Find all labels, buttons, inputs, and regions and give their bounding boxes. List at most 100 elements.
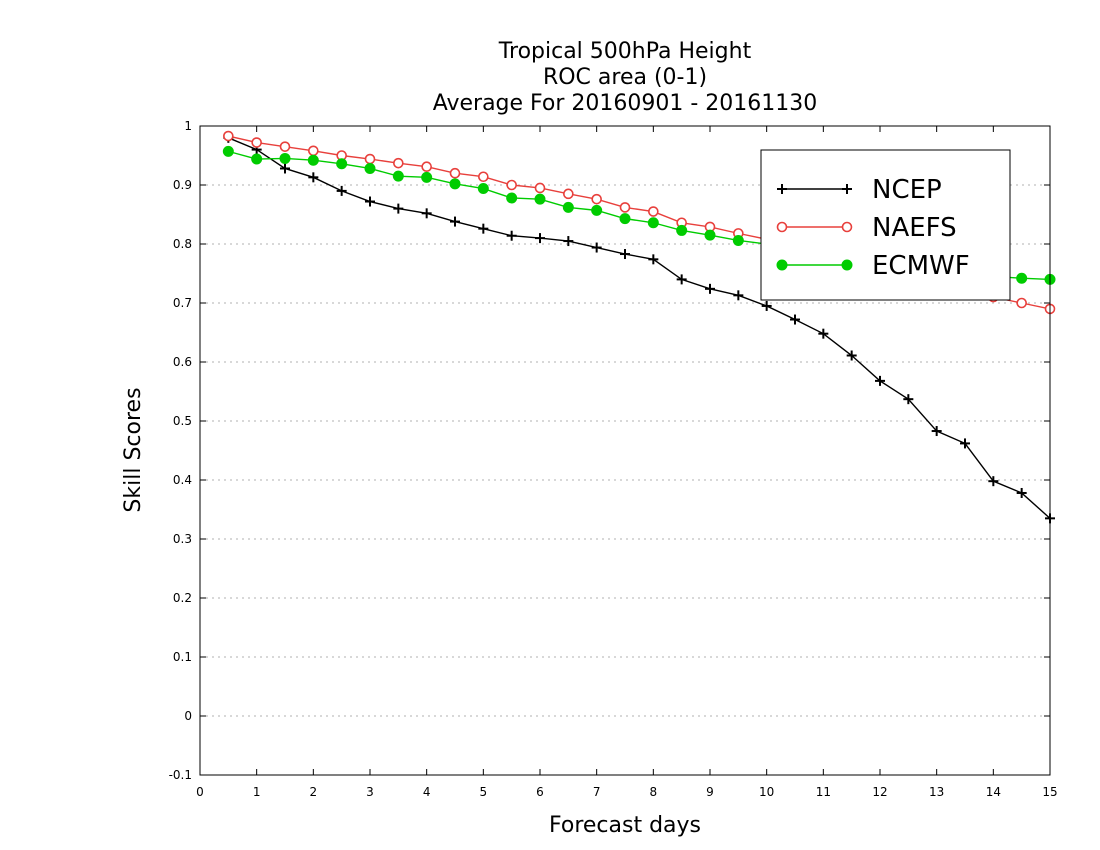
series-ncep-point [393,203,404,214]
x-tick-label: 5 [480,785,488,799]
series-ncep-point [846,350,857,361]
series-ncep-point [280,163,290,174]
series-ncep-point [988,476,999,487]
series-ncep-point [875,375,885,386]
series-naefs-point [364,153,376,165]
x-tick-label: 4 [423,785,431,799]
x-tick-label: 3 [366,785,374,799]
series-ecmwf-point [392,170,404,182]
series-ncep-point [365,196,375,207]
axis-ticks: -0.100.10.20.30.40.50.60.70.80.910 1 2 3 4 5 6… [169,119,1058,799]
series-ncep-point [591,242,602,253]
series-ncep-line [228,137,1051,519]
series-ncep-point [506,230,517,241]
series-ecmwf-point [562,201,574,213]
x-axis-label: Forecast days [549,813,701,838]
series-naefs-point [308,145,319,157]
series-ncep-point [676,274,687,285]
series-ncep-point [535,233,545,244]
x-tick-label: 10 [759,785,774,799]
series-ecmwf-point [449,178,461,190]
legend-ecmwf-marker-right [841,259,853,271]
series-ecmwf-point [336,158,348,170]
series-naefs-point [506,179,517,191]
y-tick-label: 0 [184,709,192,723]
y-tick-label: 0.8 [173,237,192,251]
series-naefs-point [591,193,602,205]
y-tick-label: 0.1 [173,650,192,664]
series-ncep-point [818,328,829,339]
plot-frame [199,125,1051,776]
series-ncep-point [1016,487,1027,498]
legend-box [760,149,1011,301]
x-tick-label: 12 [872,785,887,799]
legend-entry-ecmwf: ECMWF [776,251,970,281]
series-ecmwf-point [222,145,234,157]
series-ncep-point [733,290,744,301]
series-ncep-point [761,300,772,311]
series-ncep-point [705,283,715,294]
series-ncep-point [648,254,659,265]
series-ecmwf-point [704,229,716,241]
x-tick-label: 14 [986,785,1001,799]
legend-ncep-marker-right [842,184,852,194]
series-ncep-point [903,394,914,405]
series-ecmwf-point [421,171,433,183]
series-naefs-point [279,141,291,152]
x-tick-label: 0 [196,785,204,799]
series-ncep-point [960,438,970,449]
x-tick-label: 13 [929,785,944,799]
y-tick-label: 0.4 [173,473,192,487]
series-ncep-point [563,236,574,247]
x-tick-label: 7 [593,785,601,799]
series-ncep-point [450,216,460,227]
x-tick-label: 9 [706,785,714,799]
series-ncep-point [478,223,489,234]
y-tick-label: 1 [184,119,192,133]
x-tick-label: 6 [536,785,544,799]
series-naefs-point [449,167,461,179]
series-ecmwf-point [732,234,744,246]
series-ncep-point [308,172,319,183]
x-tick-label: 2 [310,785,318,799]
legend-ncep-label: NCEP [872,175,942,205]
series-ncep-point [421,208,432,219]
y-tick-label: 0.2 [173,591,192,605]
series-naefs-point [251,137,262,148]
series-naefs-point [648,206,659,217]
chart-title-line-1: Tropical 500hPa Height [498,39,752,64]
chart-title-line-3: Average For 20160901 - 20161130 [433,91,818,116]
series-naefs-point [619,202,631,213]
series-ecmwf-point [534,193,546,205]
y-tick-label: 0.7 [173,296,192,310]
legend-ecmwf-marker-left [776,259,788,271]
series-ecmwf-point [477,183,489,195]
legend-ecmwf-label: ECMWF [872,251,970,281]
series-naefs-point [478,171,489,183]
series-ecmwf-point [676,224,688,236]
series-naefs-point [421,161,432,173]
series-ncep-point [790,314,800,325]
y-tick-label: -0.1 [169,768,192,782]
x-tick-label: 8 [650,785,658,799]
series-ncep-point [336,185,347,196]
series-ecmwf-point [307,154,319,166]
series-naefs-point [223,130,234,142]
series-ecmwf-point [506,192,518,204]
legend-naefs-marker-left [776,221,788,233]
series-ncep-point [931,426,942,437]
series-ecmwf-point [1016,272,1028,284]
legend-entry-naefs: NAEFS [776,213,957,243]
chart-title-line-2: ROC area (0-1) [543,65,707,90]
series-naefs-point [1016,297,1027,309]
x-tick-label: 11 [816,785,831,799]
legend-naefs-marker-right [841,221,853,233]
legend-naefs-label: NAEFS [872,213,957,243]
series-naefs-point [534,182,546,194]
series-ncep-point [620,249,630,260]
series-ecmwf-point [279,152,291,164]
legend-ncep-marker-left [777,184,787,194]
series-ecmwf-point [364,162,376,174]
series-ecmwf-point [591,204,603,216]
